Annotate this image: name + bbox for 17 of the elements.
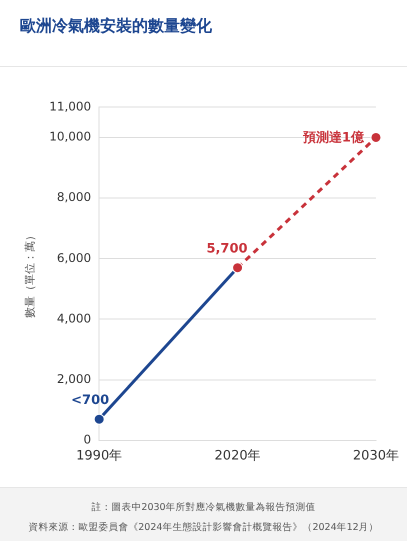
source-note: 資料來源：歐盟委員會《2024年生態設計影響會計概覽報告》（2024年12月）	[27, 521, 380, 535]
x-tick-label: 1990年	[76, 448, 122, 464]
y-tick-label: 0	[84, 432, 92, 447]
x-tick-label: 2030年	[352, 448, 400, 464]
y-tick-label: 2,000	[56, 372, 92, 386]
text: 註：圖表中2030年所對應冷氣機數量為報告預測值	[90, 501, 317, 515]
x-tick-label: 2020年	[214, 448, 261, 464]
data-label: 預測達1億	[302, 129, 365, 146]
data-label: <700	[71, 393, 110, 408]
y-tick-label: 8,000	[56, 190, 92, 204]
data-label: 5,700	[206, 242, 248, 257]
y-tick-label: 4,000	[56, 311, 92, 326]
y-tick-label: 11,000	[49, 99, 92, 114]
y-tick-label: 10,000	[49, 130, 92, 144]
y-axis-title: 數量（單位：萬）	[23, 230, 36, 318]
chart-title: 歐洲冷氣機安裝的數量變化	[20, 16, 212, 37]
y-tick-label: 6,000	[56, 250, 92, 265]
